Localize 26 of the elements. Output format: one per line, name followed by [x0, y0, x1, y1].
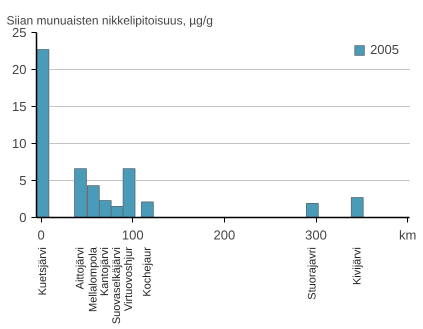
- text: Kivijärvi: [351, 247, 364, 286]
- chart-title: Siian munuaisten nikkelipitoisuus, µg/g: [6, 14, 213, 28]
- text: Stuorajavri: [306, 247, 318, 300]
- text: Kantojärvi: [99, 247, 112, 296]
- bar: [350, 197, 364, 218]
- bar: [141, 202, 154, 218]
- text: Suovaselkäjärvi: [111, 247, 124, 324]
- y-tick-label: 0: [19, 210, 27, 225]
- y-tick-label: 25: [12, 25, 27, 40]
- x-tick-label: 200: [214, 228, 236, 242]
- y-tick-label: 10: [12, 136, 27, 151]
- text: Kochejaur: [141, 246, 154, 297]
- x-tick-label: 100: [122, 228, 144, 242]
- bar: [306, 203, 319, 218]
- x-tick-label: 300: [305, 228, 327, 242]
- y-tick-label: 5: [19, 173, 27, 188]
- text: Virtuovoshjur: [123, 246, 136, 312]
- text: Mellalompola: [87, 246, 100, 312]
- text: Aittojärvi: [74, 247, 86, 290]
- x-tick-label: 0: [37, 228, 45, 242]
- legend-label: 2005: [370, 42, 399, 57]
- y-tick-label: 15: [12, 99, 27, 114]
- y-tick-label: 20: [12, 62, 27, 77]
- bar: [36, 49, 50, 218]
- x-tick-label: km: [399, 228, 416, 242]
- text: Kuetsjärvi: [36, 247, 49, 296]
